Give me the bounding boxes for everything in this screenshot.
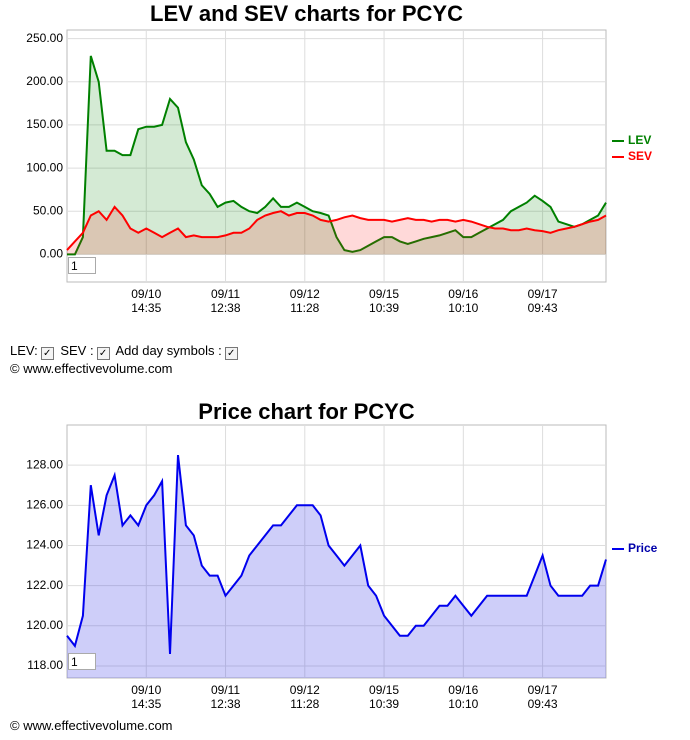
y-tick-label: 122.00 (26, 578, 63, 592)
copyright: © www.effectivevolume.com (10, 718, 173, 733)
x-tick-label: 09/12 11:28 (289, 683, 320, 711)
day-symbols-label: Add day symbols : (115, 343, 222, 358)
x-tick-label: 09/10 14:35 (131, 683, 162, 711)
x-tick-label: 09/11 12:38 (210, 287, 241, 315)
legend-label: SEV (628, 149, 652, 163)
y-tick-label: 100.00 (26, 160, 63, 174)
lev-checkbox[interactable]: ✓ (40, 347, 54, 360)
y-tick-label: 150.00 (26, 117, 63, 131)
y-tick-label: 200.00 (26, 74, 63, 88)
x-tick-label: 09/11 12:38 (210, 683, 241, 711)
zoom-input[interactable]: 1 (68, 653, 96, 670)
x-tick-label: 09/15 10:39 (369, 287, 400, 315)
legend-label: Price (628, 541, 658, 555)
x-tick-label: 09/17 09:43 (527, 683, 558, 711)
area-fill (67, 206, 606, 255)
plot-area (66, 424, 607, 679)
series-line (67, 55, 607, 256)
area-fill (67, 55, 606, 255)
chart-title: LEV and SEV charts for PCYC (150, 1, 463, 26)
y-tick-label: 120.00 (26, 618, 63, 632)
x-tick-label: 09/15 10:39 (369, 683, 400, 711)
y-tick-label: 250.00 (26, 31, 63, 45)
series-line (66, 454, 607, 654)
y-tick-label: 118.00 (27, 658, 63, 672)
controls: LEV: ✓ SEV : ✓ Add day symbols : ✓ (10, 343, 241, 360)
plot-area (66, 29, 607, 283)
copyright: © www.effectivevolume.com (10, 361, 173, 376)
chart-title: Price chart for PCYC (198, 399, 415, 424)
y-tick-label: 50.00 (33, 203, 63, 217)
y-tick-label: 126.00 (26, 497, 63, 511)
x-tick-label: 09/16 10:10 (448, 683, 479, 711)
sev-label: SEV : (60, 343, 94, 358)
x-tick-label: 09/10 14:35 (131, 287, 162, 315)
legend-label: LEV (628, 133, 651, 147)
day-symbols-checkbox[interactable]: ✓ (224, 347, 238, 360)
series-line (66, 205, 607, 251)
zoom-input[interactable]: 1 (68, 257, 96, 274)
area-fill (67, 455, 606, 678)
y-tick-label: 128.00 (26, 457, 63, 471)
lev-label: LEV: (10, 343, 38, 358)
sev-checkbox[interactable]: ✓ (96, 347, 110, 360)
x-tick-label: 09/12 11:28 (289, 287, 320, 315)
x-tick-label: 09/16 10:10 (448, 287, 479, 315)
y-tick-label: 0.00 (40, 247, 64, 261)
x-tick-label: 09/17 09:43 (527, 287, 558, 315)
y-tick-label: 124.00 (26, 538, 63, 552)
